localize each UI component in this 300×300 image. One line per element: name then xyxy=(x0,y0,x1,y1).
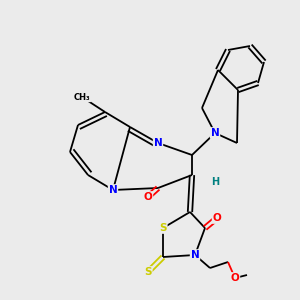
Text: N: N xyxy=(109,185,117,195)
Text: S: S xyxy=(159,223,167,233)
Text: N: N xyxy=(211,128,219,138)
Text: CH₃: CH₃ xyxy=(74,92,90,101)
Text: S: S xyxy=(144,267,152,277)
Text: H: H xyxy=(211,177,219,187)
Text: O: O xyxy=(231,273,239,283)
Text: N: N xyxy=(154,138,162,148)
Text: N: N xyxy=(190,250,200,260)
Text: O: O xyxy=(144,192,152,202)
Text: O: O xyxy=(213,213,221,223)
